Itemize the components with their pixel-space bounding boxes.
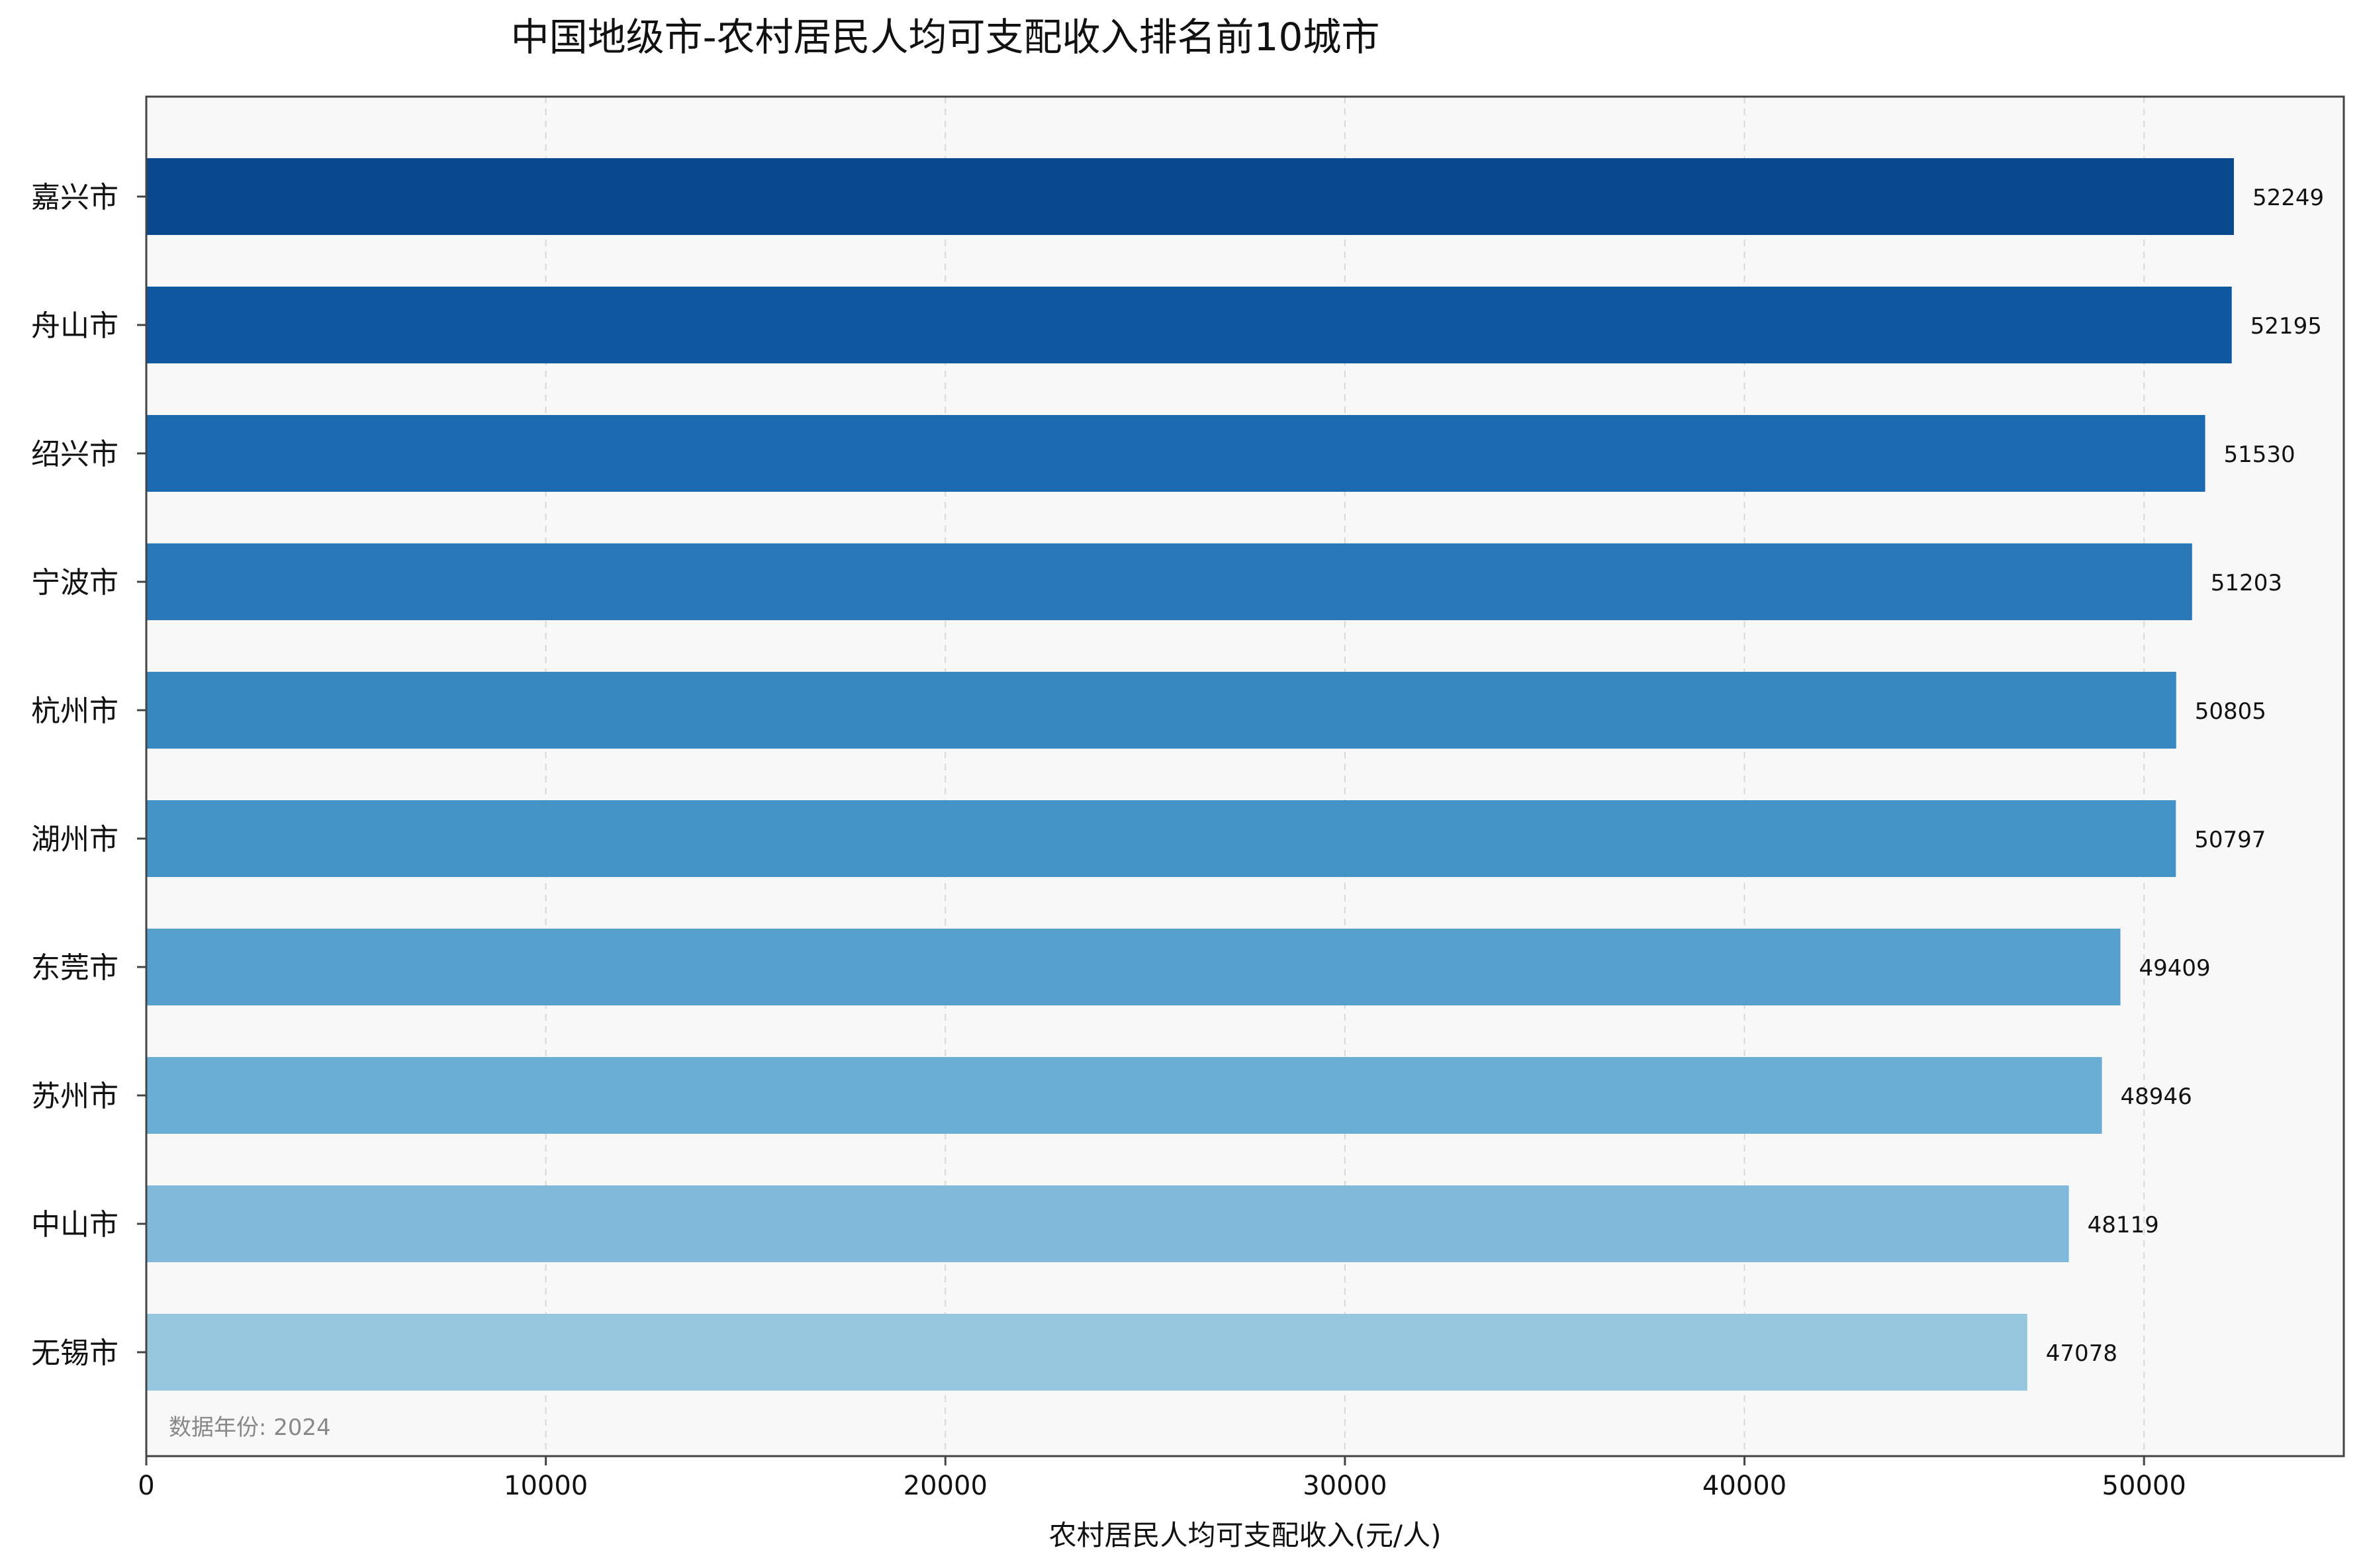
y-tick-label: 杭州市 — [31, 694, 118, 728]
bar — [146, 800, 2176, 877]
y-tick-label: 绍兴市 — [31, 438, 118, 471]
bar-value-label: 47078 — [2046, 1340, 2117, 1367]
x-tick-label: 50000 — [2102, 1471, 2186, 1501]
x-axis: 0 10000 20000 30000 40000 50000 — [138, 1456, 2186, 1501]
bar-value-label: 51203 — [2211, 570, 2282, 596]
y-tick-label: 湖州市 — [31, 823, 118, 856]
y-tick-label: 无锡市 — [31, 1336, 118, 1370]
bar — [146, 287, 2232, 363]
bar — [146, 1185, 2069, 1262]
bar — [146, 543, 2192, 620]
bar-value-label: 48119 — [2088, 1212, 2159, 1238]
bar-value-label: 52249 — [2252, 185, 2324, 211]
bar-value-label: 52195 — [2250, 313, 2322, 340]
x-axis-label: 农村居民人均可支配收入(元/人) — [1049, 1519, 1442, 1551]
bar-value-label: 51530 — [2224, 441, 2295, 468]
bars — [146, 158, 2234, 1391]
bar — [146, 672, 2176, 749]
bar — [146, 158, 2234, 235]
x-tick-label: 20000 — [904, 1471, 988, 1501]
y-tick-label: 中山市 — [31, 1208, 118, 1242]
x-tick-label: 0 — [138, 1471, 154, 1501]
bar — [146, 1057, 2102, 1134]
chart-title: 中国地级市-农村居民人均可支配收入排名前10城市 — [511, 15, 1380, 60]
bar — [146, 415, 2205, 492]
data-year-note: 数据年份: 2024 — [169, 1414, 331, 1441]
bar — [146, 1314, 2027, 1391]
bar — [146, 929, 2121, 1005]
y-tick-label: 舟山市 — [31, 309, 118, 343]
bar-value-label: 50805 — [2195, 698, 2266, 725]
bar-value-label: 48946 — [2121, 1084, 2192, 1110]
bar-value-labels: 52249 52195 51530 51203 50805 50797 49409 48946… — [2046, 185, 2324, 1367]
bar-value-label: 50797 — [2194, 827, 2266, 853]
x-tick-label: 30000 — [1303, 1471, 1387, 1501]
y-tick-label: 宁波市 — [31, 566, 118, 600]
plot-frame — [145, 95, 2345, 1457]
y-tick-label: 嘉兴市 — [31, 181, 118, 214]
x-tick-label: 10000 — [504, 1471, 588, 1501]
x-tick-label: 40000 — [1702, 1471, 1786, 1501]
bar-value-label: 49409 — [2139, 955, 2211, 982]
y-tick-label: 苏州市 — [31, 1080, 118, 1113]
y-tick-label: 东莞市 — [31, 951, 118, 985]
